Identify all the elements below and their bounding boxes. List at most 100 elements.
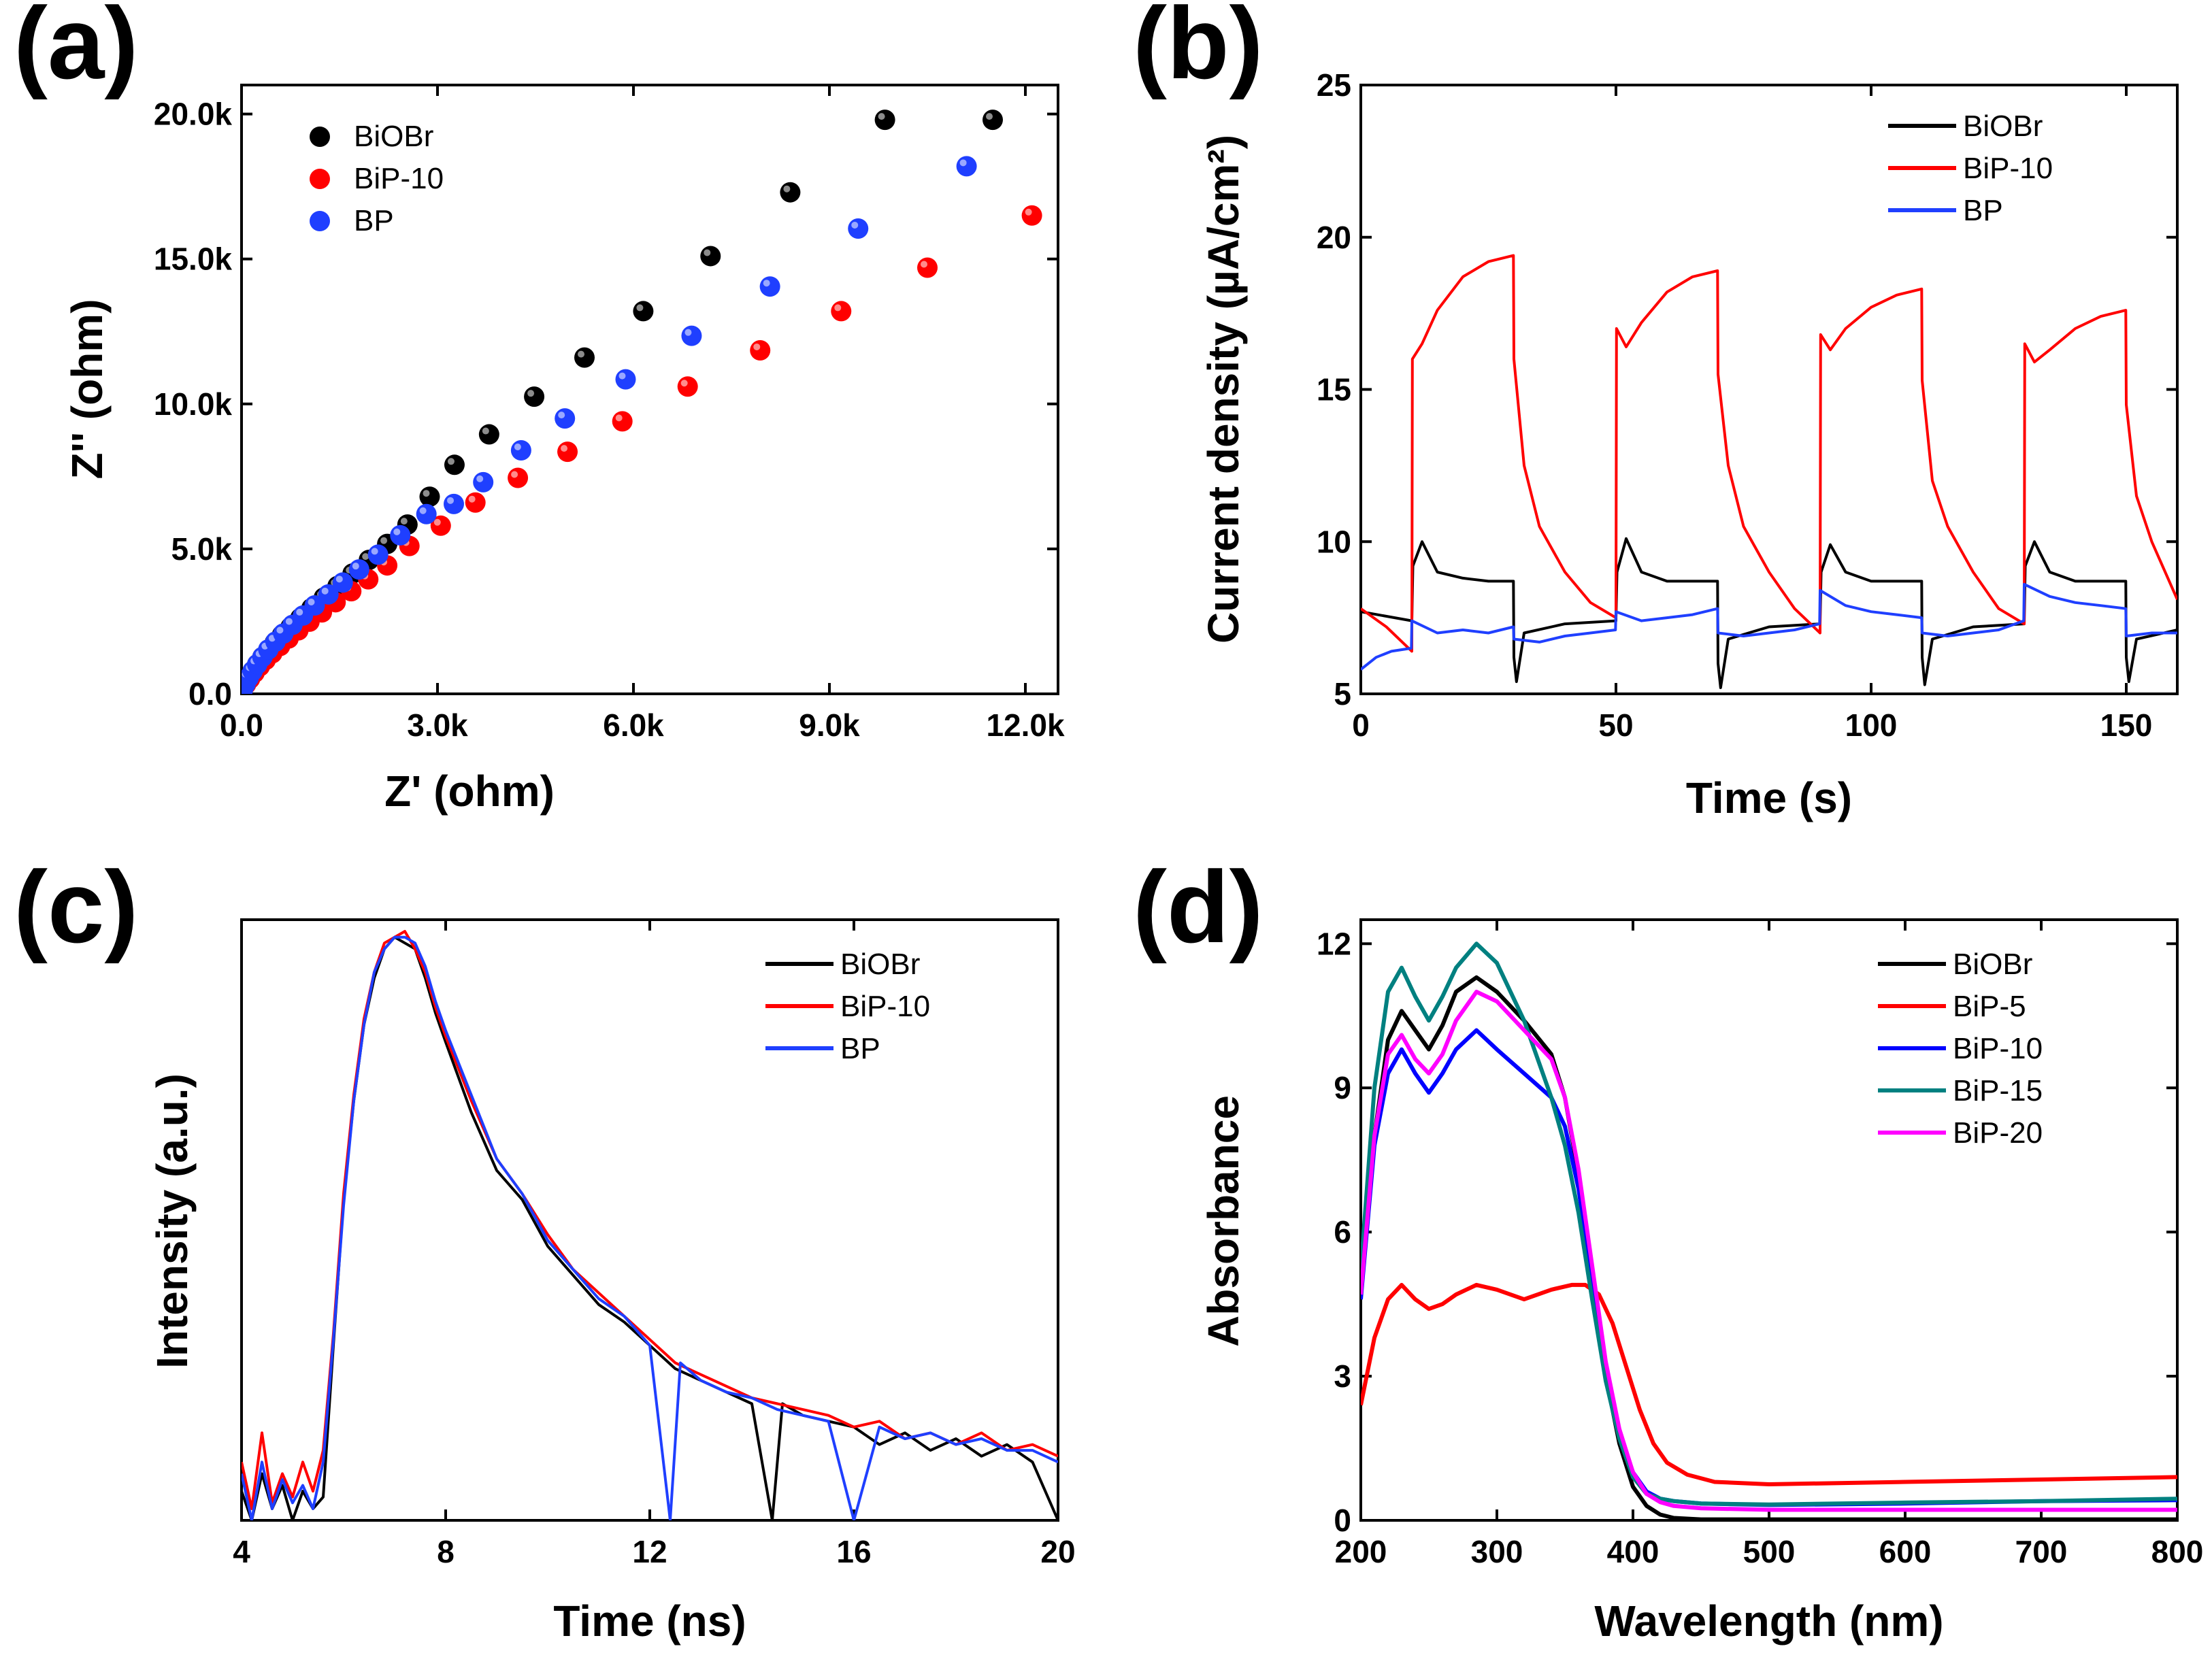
series-line-BP (1361, 582, 2177, 671)
y-tick-label: 3 (1334, 1358, 1351, 1394)
data-point (419, 486, 440, 507)
x-tick-label: 100 (1845, 707, 1898, 743)
data-point-highlight (482, 427, 489, 435)
series-line-BiP-5 (1361, 1282, 2177, 1486)
data-point (615, 369, 636, 390)
data-point (390, 524, 411, 546)
panel-letter: (a) (14, 0, 138, 100)
x-tick-label: 20 (1040, 1534, 1075, 1569)
plot-area (1361, 254, 2177, 689)
plot-area (1361, 941, 2177, 1520)
legend-label: BiP-10 (1963, 152, 2053, 185)
x-tick-label: 600 (1879, 1534, 1932, 1569)
data-point-highlight (753, 343, 761, 350)
panel-d: (d) 200 300 400 500 600 700 800 0 3 6 9 12 Wavelength… (1133, 850, 2203, 1646)
x-tick-label: 4 (233, 1534, 250, 1569)
y-tick-label: 5 (1334, 676, 1351, 712)
data-point-highlight (514, 444, 521, 450)
data-point (348, 559, 369, 580)
legend-label: BiOBr (1963, 110, 2043, 143)
data-point-highlight (921, 261, 927, 268)
y-tick-label: 0.0 (188, 676, 232, 712)
data-point-highlight (763, 280, 770, 287)
data-point-highlight (335, 575, 343, 583)
data-point-highlight (615, 414, 623, 422)
x-tick-label: 700 (2015, 1534, 2068, 1569)
data-point (612, 411, 633, 432)
data-point-highlight (878, 113, 885, 120)
y-tick-label: 0 (1334, 1503, 1351, 1538)
data-point-highlight (986, 113, 993, 120)
panel-letter: (d) (1133, 850, 1264, 964)
data-point (677, 376, 698, 397)
x-axis-title: Time (s) (1686, 773, 1852, 822)
y-axis-title: Current density (µA/cm²) (1199, 135, 1248, 644)
x-tick-label: 300 (1471, 1534, 1523, 1569)
series-line-BP (242, 935, 1058, 1520)
legend-marker (310, 169, 330, 189)
data-point (750, 339, 771, 361)
data-point (700, 246, 721, 267)
data-point (416, 503, 437, 524)
data-point (874, 110, 895, 131)
y-tick-label: 12 (1317, 926, 1351, 961)
legend-label: BP (1963, 194, 2003, 227)
data-point-highlight (433, 518, 441, 526)
legend-label: BP (354, 204, 394, 237)
x-tick-label: 0 (1352, 707, 1370, 743)
x-tick-label: 500 (1743, 1534, 1796, 1569)
series-BP (242, 156, 977, 694)
panel-letter: (c) (14, 850, 138, 964)
data-point (367, 544, 389, 565)
y-axis-title: Intensity (a.u.) (148, 1073, 197, 1369)
data-point-highlight (680, 380, 688, 387)
plot-frame (240, 918, 1059, 1522)
x-tick-label: 150 (2100, 707, 2153, 743)
plot-area (242, 930, 1058, 1520)
data-point (1021, 205, 1042, 226)
x-tick-label: 3.0k (407, 707, 468, 743)
data-point (465, 492, 486, 513)
series-line-BiP-10 (1361, 254, 2177, 653)
legend: BiOBr BiP-10 BP (1888, 110, 2053, 227)
data-point (473, 471, 494, 492)
data-point (444, 454, 465, 475)
legend-label: BiOBr (1953, 948, 2032, 981)
data-point (780, 182, 801, 203)
series-line-BiP-20 (1361, 990, 2177, 1512)
data-point (508, 467, 529, 488)
legend-label: BiP-10 (840, 990, 930, 1023)
x-tick-label: 50 (1598, 707, 1633, 743)
data-point (478, 424, 499, 445)
x-tick-label: 12 (632, 1534, 667, 1569)
legend: BiOBr BiP-10 BP (765, 948, 930, 1065)
y-axis-title: Z'' (ohm) (63, 299, 112, 479)
data-point-highlight (447, 458, 455, 465)
x-axis-title: Wavelength (nm) (1594, 1597, 1943, 1646)
data-point-highlight (578, 350, 584, 358)
data-point (633, 301, 654, 322)
data-point-highlight (447, 497, 454, 504)
data-point-highlight (362, 553, 369, 561)
legend-marker (310, 211, 330, 231)
data-point-highlight (561, 445, 568, 452)
series-line-BiP-10 (1361, 1028, 2177, 1507)
data-point-highlight (618, 372, 626, 380)
data-point-highlight (511, 471, 518, 478)
data-point (759, 276, 780, 297)
x-axis-title: Z' (ohm) (384, 767, 555, 816)
panel-letter: (b) (1133, 0, 1264, 100)
data-point (917, 257, 938, 278)
y-tick-label: 20.0k (154, 97, 233, 132)
legend-label: BiP-10 (1953, 1032, 2043, 1065)
data-point-highlight (380, 537, 388, 544)
data-point-highlight (468, 495, 476, 503)
y-tick-label: 10 (1317, 524, 1351, 559)
panel-a: (a) 0.0 3.0k 6.0k 9.0k 12.0k 0.0 5.0k 10.0k 15.0k… (14, 0, 1065, 816)
y-tick-label: 25 (1317, 67, 1351, 103)
x-tick-label: 8 (437, 1534, 455, 1569)
data-point-highlight (851, 221, 859, 229)
data-point-highlight (527, 390, 535, 397)
x-tick-label: 16 (836, 1534, 871, 1569)
